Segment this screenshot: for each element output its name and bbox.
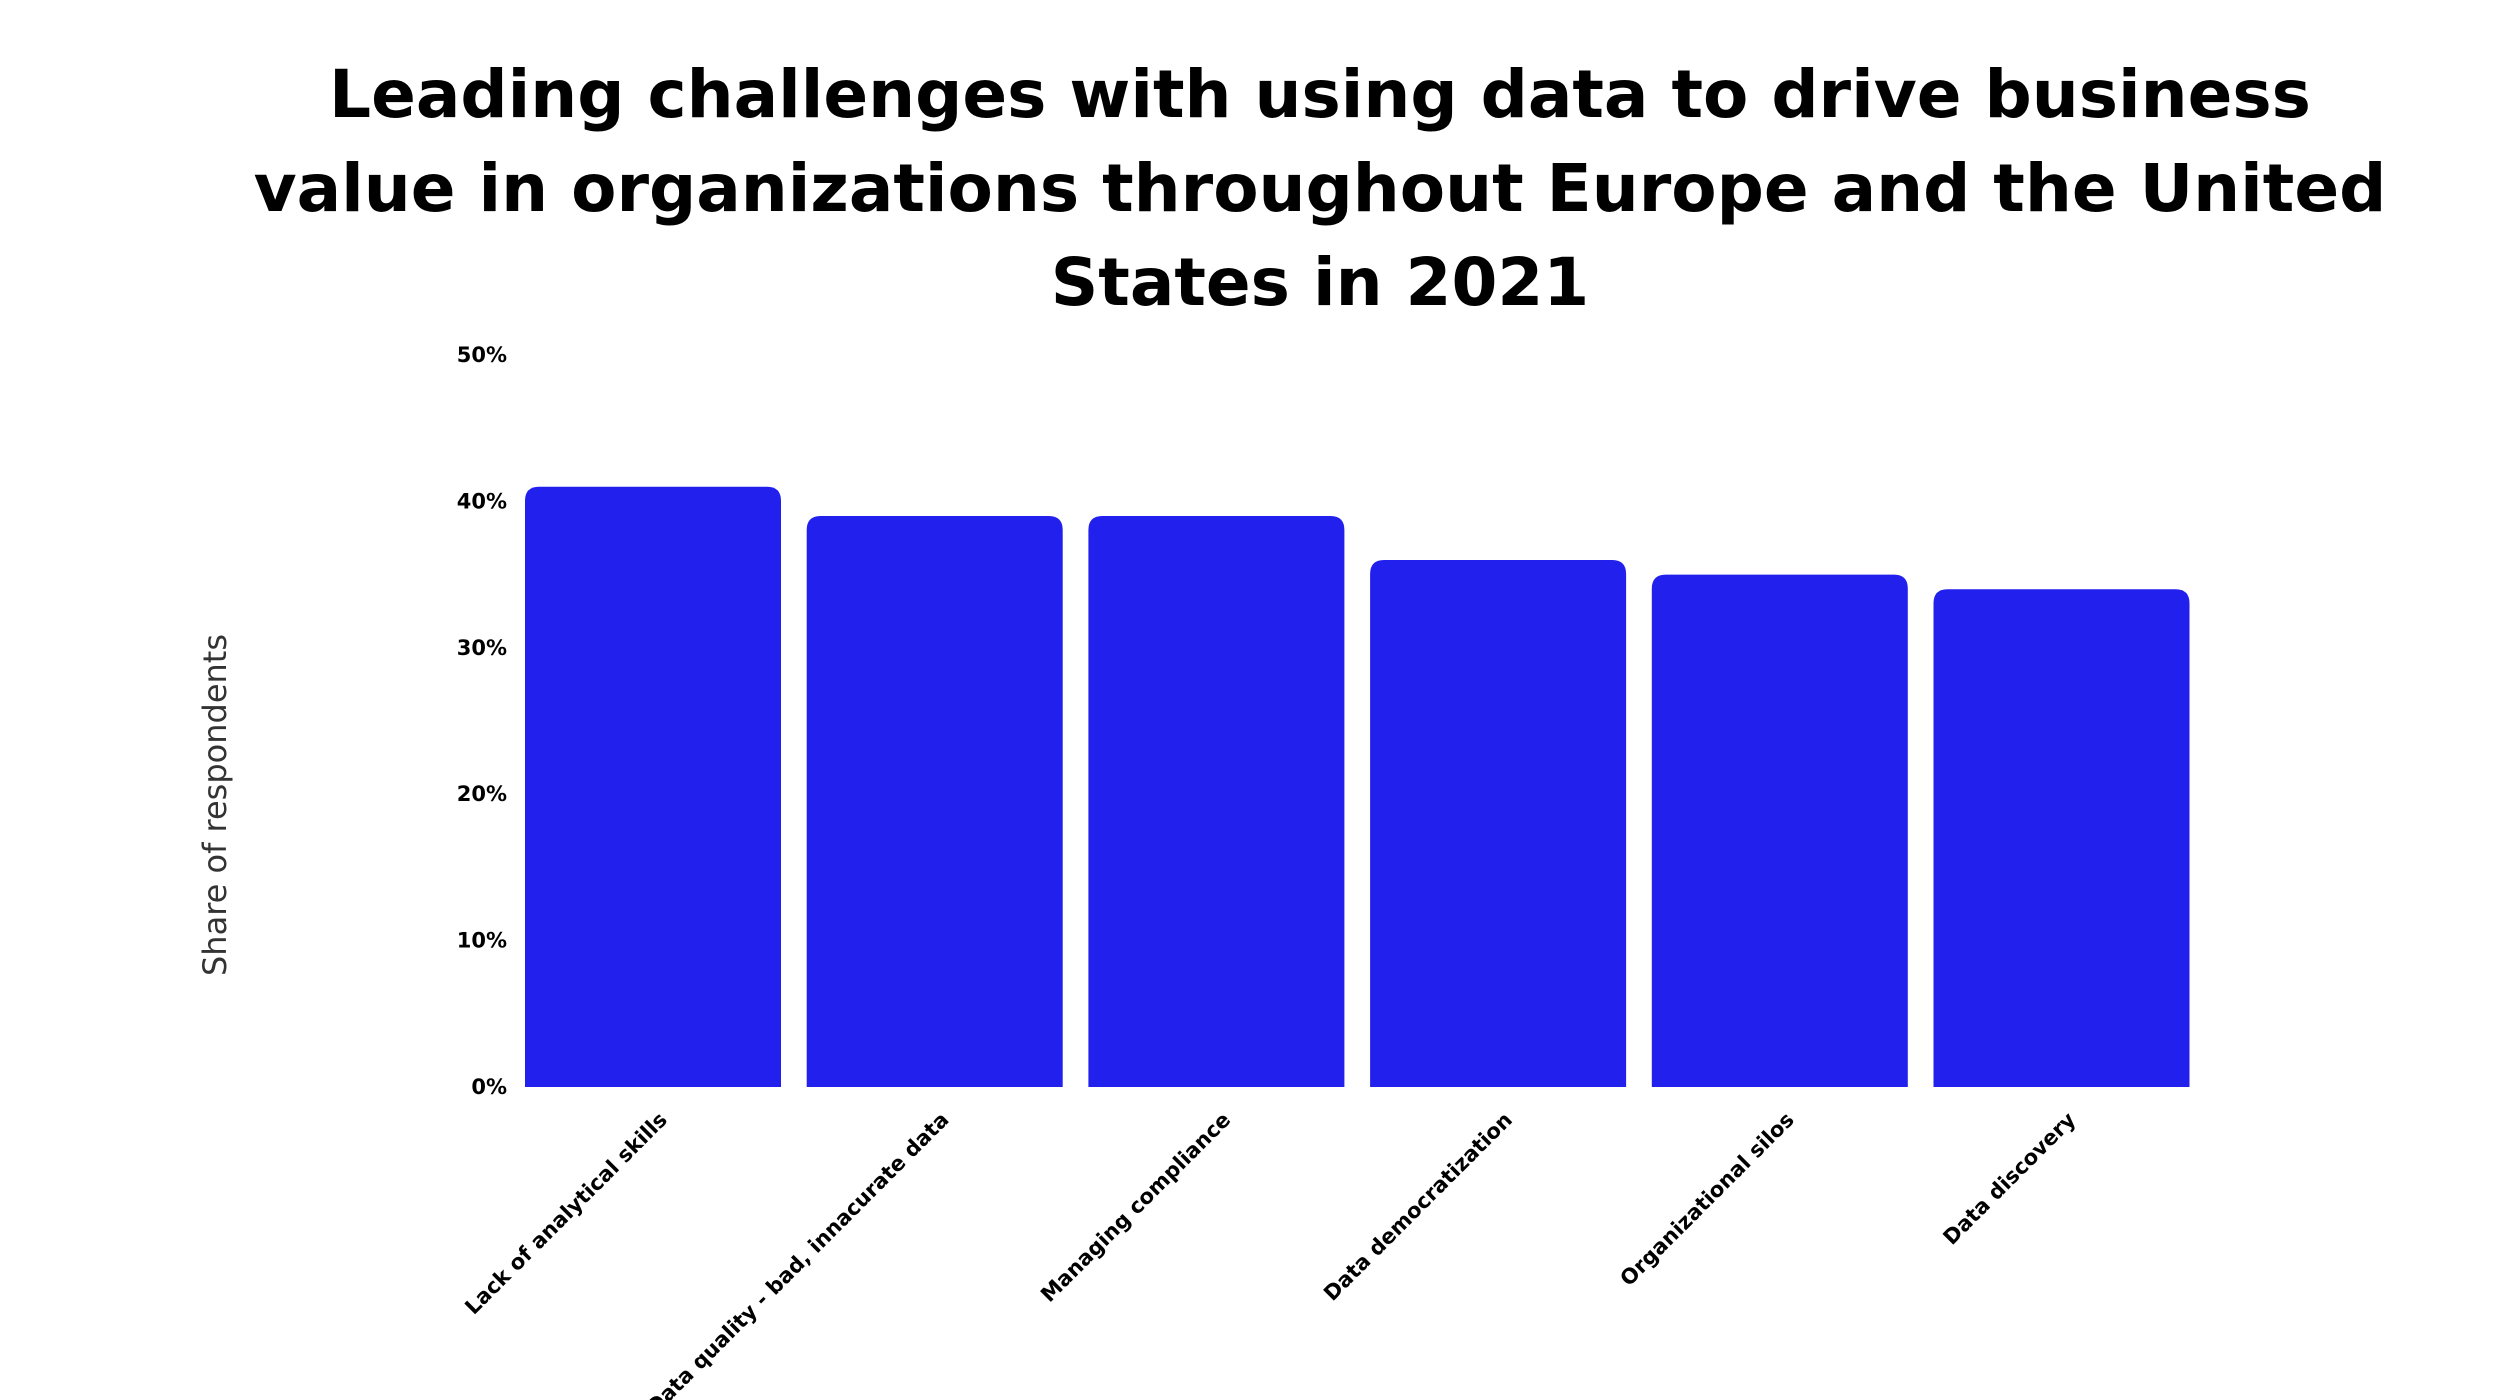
bar bbox=[1651, 574, 1908, 1087]
y-tick-label: 0% bbox=[471, 1075, 507, 1099]
y-tick-label: 10% bbox=[457, 929, 507, 953]
bar bbox=[806, 516, 1063, 1087]
y-axis-title: Share of respondents bbox=[196, 634, 234, 976]
x-tick-label: Managing compliance bbox=[1036, 1108, 1235, 1307]
y-tick-label: 20% bbox=[457, 782, 507, 806]
bar bbox=[1370, 559, 1627, 1087]
bar bbox=[1933, 589, 2190, 1087]
x-tick-label: Data democratization bbox=[1319, 1108, 1517, 1306]
x-tick-label: Data quality - bad, innacurate data bbox=[642, 1108, 953, 1400]
bar bbox=[1088, 516, 1345, 1087]
y-axis-ticks: 0% 10% 20% 30% 40% 50% bbox=[457, 343, 507, 1099]
x-tick-label: Organizational silos bbox=[1615, 1108, 1798, 1291]
bars bbox=[525, 486, 2190, 1087]
bar bbox=[525, 486, 781, 1087]
x-tick-label: Lack of analytical skills bbox=[460, 1108, 672, 1320]
x-tick-label: Data discovery bbox=[1938, 1107, 2080, 1249]
chart-title: Leading challenges with using data to dr… bbox=[253, 56, 2387, 321]
y-tick-label: 30% bbox=[457, 636, 507, 660]
y-tick-label: 40% bbox=[457, 489, 507, 513]
y-tick-label: 50% bbox=[457, 343, 507, 367]
